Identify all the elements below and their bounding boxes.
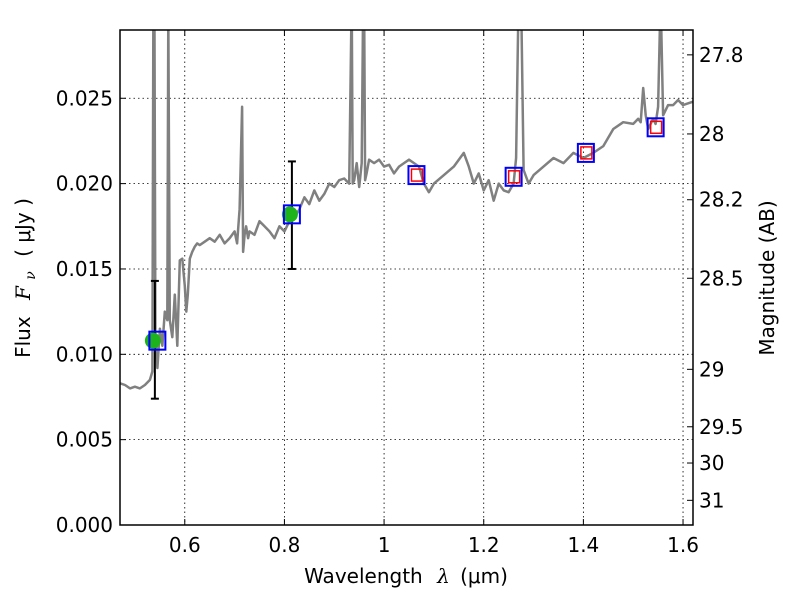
upper-limits (410, 120, 663, 184)
green-point (144, 332, 161, 349)
blue-square (646, 117, 665, 138)
y-tick-label: 0.015 (56, 257, 113, 281)
x-axis-title: Wavelength λ (μm) (304, 564, 508, 588)
x-tick-labels: 0.6 0.8 1 1.2 1.4 1.6 (169, 533, 699, 557)
red-square (649, 120, 663, 135)
magnitude-tick-labels: 27.8 28 28.2 28.5 29 29.5 30 31 (699, 43, 744, 512)
y-axis-subscript: ν (23, 271, 39, 280)
y-tick-labels: 0.000 0.005 0.010 0.015 0.020 0.025 (56, 86, 113, 537)
green-point (281, 206, 298, 223)
x-tick-label: 0.8 (269, 533, 301, 557)
mag-tick-label: 28.5 (699, 266, 744, 290)
axis-ticks (120, 30, 693, 526)
mag-tick-label: 29.5 (699, 415, 744, 439)
y-tick-label: 0.020 (56, 172, 113, 196)
y-axis-unit: ( μJy ) (11, 198, 35, 257)
red-square (507, 170, 521, 184)
x-tick-label: 1.6 (667, 533, 699, 557)
red-square (580, 146, 593, 160)
blue-square (148, 330, 167, 351)
mag-tick-label: 28.2 (699, 188, 744, 212)
model-spectrum-line (120, 30, 693, 390)
y-tick-label: 0.010 (56, 342, 113, 366)
x-axis-lambda: λ (436, 564, 450, 588)
x-tick-label: 1 (378, 533, 391, 557)
mag-tick-label: 30 (699, 451, 724, 475)
blue-square (504, 166, 523, 187)
y-axis-symbol: F (11, 285, 35, 301)
plot-frame (119, 29, 694, 526)
x-tick-label: 0.6 (169, 533, 201, 557)
y-axis-title: Flux F ν ( μJy ) (11, 198, 40, 358)
mag-tick-label: 29 (699, 357, 724, 381)
blue-square (407, 165, 426, 186)
y-tick-label: 0.000 (56, 513, 113, 537)
y-axis-prefix: Flux (11, 316, 35, 358)
model-photometry (148, 117, 665, 351)
blue-square (282, 204, 301, 225)
mag-tick-label: 28 (699, 122, 724, 146)
blue-square (576, 142, 595, 163)
right-axis-title: Magnitude (AB) (755, 200, 779, 355)
mag-tick-label: 31 (699, 488, 724, 512)
y-tick-label: 0.005 (56, 428, 113, 452)
grid-lines (120, 30, 693, 525)
mag-tick-label: 27.8 (699, 43, 744, 67)
x-axis-unit: (μm) (460, 564, 508, 588)
x-axis-prefix: Wavelength (304, 564, 423, 588)
y-tick-label: 0.025 (56, 86, 113, 110)
x-tick-label: 1.2 (468, 533, 500, 557)
x-tick-label: 1.4 (567, 533, 599, 557)
red-square (410, 168, 424, 182)
